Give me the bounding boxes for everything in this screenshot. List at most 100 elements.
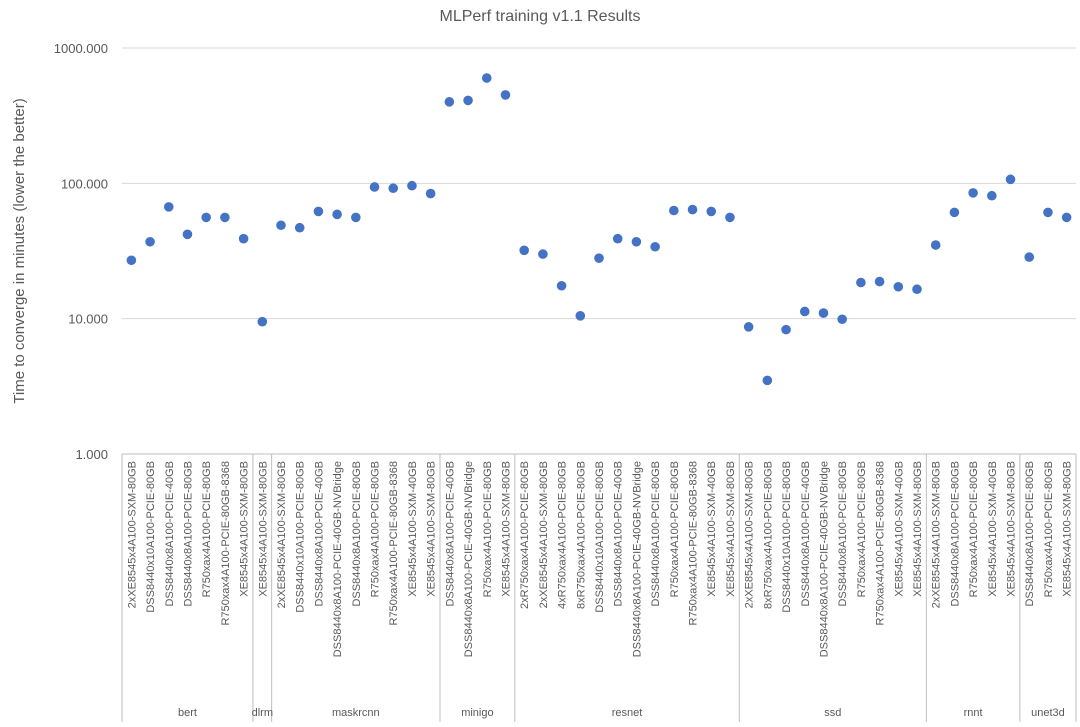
x-category-label: R750xax4A100-PCIE-80GB-8368 — [875, 461, 887, 625]
x-category-label: DSS8440x8A100-PCIE-80GB — [650, 461, 662, 607]
data-point — [313, 206, 324, 217]
x-category-label: XE8545x4A100-SXM-80GB — [500, 461, 512, 597]
x-category-label: DSS8440x8A100-PCIE-80GB — [351, 461, 363, 607]
data-point — [182, 229, 193, 240]
data-point — [725, 212, 735, 223]
x-category-label: DSS8440x8A100-PCIE-40GB — [164, 461, 176, 607]
x-category-label: 2xXE8545x4A100-SXM-80GB — [744, 461, 756, 608]
data-point — [650, 241, 660, 252]
data-point — [781, 324, 791, 335]
x-category-label: XE8545x4A100-SXM-80GB — [257, 461, 269, 597]
data-point — [556, 280, 567, 291]
group-label: dlrm — [252, 707, 273, 719]
data-point — [369, 182, 380, 192]
data-point — [351, 212, 361, 223]
data-point — [538, 249, 548, 259]
x-category-label: 2xXE8545x4A100-SXM-80GB — [126, 461, 138, 608]
x-category-label: 8xR750xax4A100-PCIE-80GB — [762, 461, 774, 609]
x-category-label: DSS8440x8A100-PCIE-40GB-NVBridge — [463, 461, 475, 657]
x-category-label: 2xXE8545x4A100-SXM-80GB — [276, 461, 288, 608]
x-category-label: DSS8440x8A100-PCIE-40GB-NVBridge — [818, 461, 830, 657]
chart-title: MLPerf training v1.1 Results — [440, 8, 641, 25]
x-category-label: R750xax4A100-PCIE-80GB — [968, 461, 980, 597]
x-category-label: R750xax4A100-PCIE-80GB-8368 — [388, 461, 400, 625]
x-category-label: DSS8440x8A100-PCIE-40GB-NVBridge — [332, 461, 344, 657]
data-point — [912, 284, 922, 295]
data-point — [519, 245, 529, 256]
y-tick-label: 1000.000 — [54, 41, 108, 56]
data-point — [1061, 212, 1072, 223]
group-label: rnnt — [964, 707, 983, 719]
x-category-label: XE8545x4A100-SXM-80GB — [239, 461, 251, 597]
x-category-label: DSS8440x8A100-PCIE-40GB — [613, 461, 625, 607]
x-category-label: XE8545x4A100-SXM-80GB — [426, 461, 438, 597]
group-label: bert — [178, 707, 197, 719]
x-category-label: DSS8440x8A100-PCIE-40GB — [444, 461, 456, 607]
data-points — [126, 73, 1072, 386]
y-axis-label: Time to converge in minutes (lower the b… — [11, 98, 28, 403]
data-point — [220, 212, 230, 223]
data-point — [631, 236, 642, 247]
data-point — [257, 316, 268, 327]
data-point — [425, 188, 436, 199]
data-point — [444, 97, 455, 107]
x-category-label: XE8545x4A100-SXM-80GB — [912, 461, 924, 597]
data-point — [968, 188, 978, 198]
data-point — [1005, 174, 1016, 185]
data-point — [949, 207, 960, 218]
x-category-label: R750xax4A100-PCIE-80GB-8368 — [220, 461, 232, 625]
x-category-label: 4xR750xax4A100-PCIE-80GB — [557, 461, 569, 609]
data-point — [1043, 207, 1053, 218]
group-label: minigo — [461, 707, 493, 719]
data-point — [575, 310, 586, 321]
x-category-label: DSS8440x10A100-PCIE-80GB — [295, 461, 307, 613]
x-category-label: XE8545x4A100-SXM-80GB — [1062, 461, 1074, 597]
x-category-label: XE8545x4A100-SXM-80GB — [725, 461, 737, 597]
x-category-label: 8xR750xax4A100-PCIE-80GB — [575, 461, 587, 609]
data-point — [500, 90, 511, 100]
x-category-label: XE8545x4A100-SXM-40GB — [407, 461, 419, 597]
x-category-label: XE8545x4A100-SXM-40GB — [987, 461, 999, 597]
y-tick-label: 100.000 — [61, 176, 108, 191]
x-category-labels: 2xXE8545x4A100-SXM-80GB DSS8440x10A100-PC… — [126, 461, 1073, 657]
data-point — [743, 322, 754, 332]
group-labels: bert dlrm maskrcnn minigo resnet ssd rnnt unet3… — [178, 707, 1065, 719]
data-point — [163, 202, 174, 212]
x-category-label: DSS8440x8A100-PCIE-80GB — [182, 461, 194, 607]
data-point — [481, 73, 492, 83]
y-tick-label: 10.000 — [68, 312, 108, 327]
x-category-label: DSS8440x8A100-PCIE-40GB-NVBridge — [631, 461, 643, 657]
data-point — [126, 255, 137, 266]
group-label: ssd — [824, 707, 841, 719]
x-category-label: R750xax4A100-PCIE-80GB — [201, 461, 213, 597]
data-point — [706, 206, 717, 217]
data-point — [837, 314, 847, 325]
x-category-label: DSS8440x8A100-PCIE-80GB — [1024, 461, 1036, 607]
x-category-label: R750xax4A100-PCIE-80GB — [370, 461, 382, 597]
data-point — [1024, 252, 1035, 262]
data-point — [238, 233, 249, 244]
data-point — [145, 236, 155, 247]
data-point — [332, 209, 342, 220]
group-label: resnet — [612, 707, 643, 719]
data-point — [818, 308, 829, 318]
data-point — [874, 276, 885, 287]
x-category-label: R750xax4A100-PCIE-80GB — [482, 461, 494, 597]
x-category-label: R750xax4A100-PCIE-80GB-8368 — [688, 461, 700, 625]
data-point — [893, 281, 904, 292]
data-point — [388, 183, 399, 194]
data-point — [294, 222, 305, 233]
data-point — [687, 204, 698, 215]
x-category-label: 2xXE8545x4A100-SXM-80GB — [931, 461, 943, 608]
x-category-label: XE8545x4A100-SXM-40GB — [706, 461, 718, 597]
data-point — [930, 240, 941, 250]
group-label: maskrcnn — [332, 707, 380, 719]
y-tick-label: 1.000 — [75, 447, 108, 462]
data-point — [612, 233, 623, 244]
y-tick-labels: 1.000 10.000 100.000 1000.000 — [54, 41, 108, 462]
group-label: unet3d — [1031, 707, 1065, 719]
x-category-label: R750xax4A100-PCIE-80GB — [669, 461, 681, 597]
data-point — [799, 306, 810, 317]
data-point — [856, 277, 866, 288]
